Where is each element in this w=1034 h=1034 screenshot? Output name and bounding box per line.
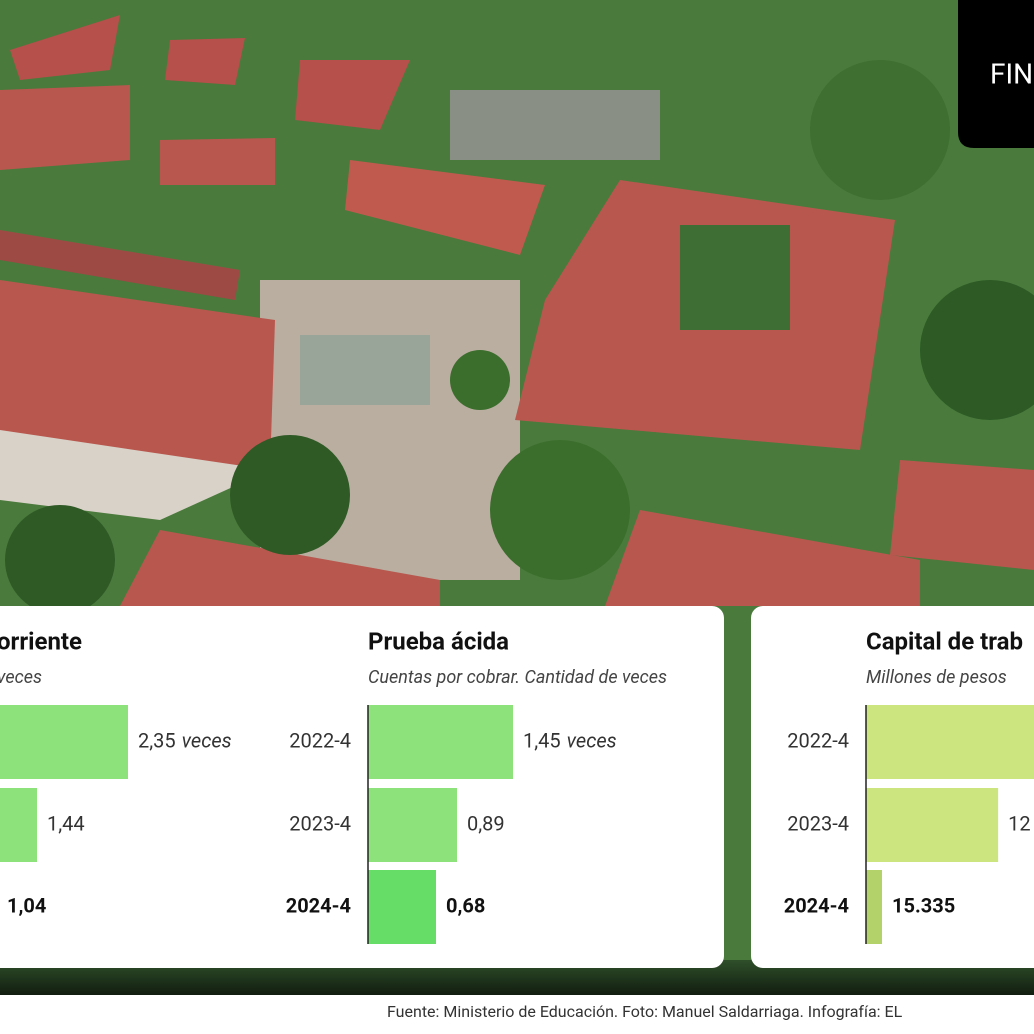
category-label: 2024-4: [784, 893, 849, 917]
category-label: 2022-4: [787, 728, 849, 752]
chart-title: Prueba ácida: [368, 627, 509, 655]
chart-subtitle: veces: [0, 667, 42, 688]
chart-subtitle: Cuentas por cobrar. Cantidad de veces: [368, 667, 667, 688]
bar: [368, 705, 513, 779]
badge: [958, 0, 1034, 148]
category-label: 2023-4: [787, 811, 849, 835]
category-label: 2022-4: [289, 728, 351, 752]
bar: [866, 870, 883, 944]
bar: [0, 705, 128, 779]
card: [751, 606, 1034, 968]
chart-title: Capital de trab: [866, 627, 1023, 655]
category-label: 2023-4: [289, 811, 351, 835]
value-label: 0,68: [446, 893, 485, 917]
category-label: 2024-4: [286, 893, 351, 917]
footer: [0, 995, 1034, 1034]
source: Fuente: Ministerio de Educación. Foto: M…: [387, 1002, 903, 1021]
chart-subtitle: Millones de pesos: [866, 667, 1007, 688]
bar: [866, 705, 1034, 779]
card: [0, 606, 724, 968]
value-label: 1,04: [7, 893, 46, 917]
value-label: 15.335: [892, 893, 955, 917]
bar: [368, 788, 457, 862]
value-label: 1,45: [523, 728, 561, 752]
value-label: 2,35: [138, 728, 176, 752]
value-label: 12: [1008, 811, 1030, 835]
unit-label: veces: [567, 728, 617, 752]
bar: [866, 788, 999, 862]
bar: [368, 870, 436, 944]
value-label: 0,89: [467, 811, 505, 835]
bar: [0, 788, 37, 862]
badge-text: FIN: [990, 57, 1033, 90]
unit-label: veces: [182, 728, 232, 752]
value-label: 1,44: [47, 811, 85, 835]
chart-title: orriente: [0, 627, 82, 655]
photo-scenery: [0, 15, 1034, 615]
